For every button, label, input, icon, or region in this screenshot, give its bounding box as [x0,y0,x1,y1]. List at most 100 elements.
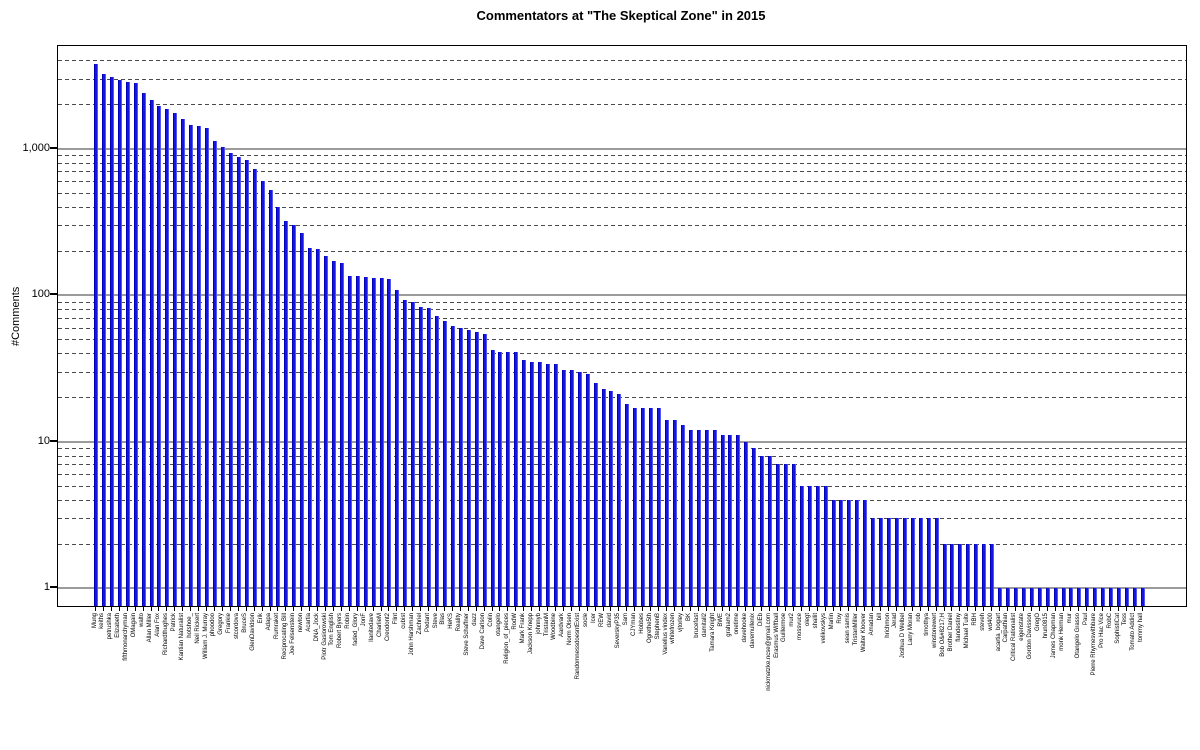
x-axis-tick-label: Walter Kloover [860,613,867,653]
x-axis-tick [150,607,152,611]
x-axis-tick [475,607,477,611]
x-axis-tick-label: Erik [258,613,264,624]
x-axis-tick [800,607,802,611]
gridline-minor [58,455,1186,457]
x-axis-tick-label: BWE [718,613,724,627]
x-axis-tick-label: Norm Olsen [567,613,574,646]
bar [1061,588,1066,606]
x-axis-tick-label: Richardthughes [162,613,169,656]
x-axis-tick-label: sean samis [844,613,851,644]
x-axis-tick [380,607,382,611]
bar [887,518,891,606]
x-axis-tick-label: Rumraket [273,613,280,640]
x-axis-tick [983,607,985,611]
bar [712,429,717,606]
gridline-minor [58,499,1186,501]
x-axis-tick-label: Robin [345,613,352,629]
x-axis-tick-label: velikovskys [821,613,828,644]
x-axis-tick-label: Colin [488,613,494,627]
bar [133,83,138,606]
x-axis-tick [903,607,905,611]
x-axis-tick-label: flandestiny [955,613,962,642]
gridline-minor [58,162,1186,164]
gridline-minor [58,518,1186,520]
x-axis-tick [642,607,644,611]
x-axis-tick [221,607,223,611]
x-axis-tick [721,607,723,611]
y-axis-tick-label: 10 [37,434,50,447]
bar [347,275,352,606]
bar [879,518,884,606]
x-axis-tick-label: fifthmonarchyman [123,613,130,661]
x-axis-tick-label: Mark Frank [519,613,526,644]
bar [284,221,289,606]
y-axis-tick-label: 100 [31,288,50,300]
x-axis-tick-label: Tom English [329,613,336,646]
x-axis-tick [404,607,406,611]
chart-title: Commentators at "The Skeptical Zone" in … [476,8,766,23]
x-axis-tick-label: onetime [733,613,740,635]
gridline-minor [58,397,1186,399]
y-axis-tick [50,439,57,442]
gridline-minor [58,448,1186,450]
x-axis-tick [412,607,414,611]
bar [292,225,297,606]
x-axis-tick-label: Bob O&#8217;H [940,613,946,657]
x-axis-tick-label: nickmatzke.ncse@gmail.com [765,613,772,691]
x-axis-tick-label: Jerad [892,613,899,629]
bar [403,300,408,606]
bar [1021,588,1026,606]
x-axis-tick [959,607,961,611]
x-axis-tick-label: whitefrozen [670,613,677,644]
x-axis-tick-label: Guillermoe [781,613,788,643]
x-axis-tick-label: Roy [836,613,843,624]
x-axis-tick-label: david [606,613,613,628]
x-axis-tick-label: davehooke [741,613,748,643]
x-axis-tick [602,607,604,611]
bar [585,373,590,606]
bar [958,543,963,606]
x-axis-tick [991,607,993,611]
bar [1005,588,1010,606]
gridline-minor [58,543,1186,545]
x-axis-tick-label: Zachriel [416,613,423,635]
x-axis-tick-label: stcordova [234,613,241,640]
gridline-minor [58,339,1186,341]
bar [760,455,765,606]
x-axis-tick [356,607,358,611]
bar [966,543,971,606]
x-axis-tick-label: Jackson Knepp [527,613,534,655]
x-axis-tick-label: Vanellus vindex [662,613,669,655]
x-axis-tick [134,607,136,611]
x-axis-tick [919,607,921,611]
x-axis-tick [697,607,699,611]
x-axis-tick [388,607,390,611]
x-axis-tick [1102,607,1104,611]
x-axis-tick-label: hrun0815 [1043,613,1050,639]
bar [871,518,876,606]
bar [831,499,836,606]
x-axis-tick [943,607,945,611]
x-axis-tick-label: faded_Glory [353,613,360,646]
bar [355,276,360,606]
bar [720,435,725,606]
x-axis-tick [562,607,564,611]
x-axis-tick-label: John Harshman [408,613,415,656]
x-axis-tick-label: Alan Fox [154,613,161,637]
bar [252,169,257,606]
x-axis-tick-label: Allan Miller [147,613,153,643]
bar [752,448,757,606]
x-axis-tick-label: otangelo [495,613,502,637]
gridline-major [58,147,1186,150]
x-axis-tick [895,607,897,611]
bar [220,146,225,606]
bar [427,307,432,606]
bar [696,429,701,606]
x-axis-tick-label: Elizabeth [115,613,122,638]
x-axis-tick-label: Religion_of_pieces [503,613,510,664]
x-axis-tick-label: Pro Hac Vice [1098,613,1105,648]
x-axis-tick-label: hotshoe_ [186,613,193,638]
bar [157,106,162,606]
x-axis-tick [872,607,874,611]
x-axis-tick-label: Joshua D Welbel [900,613,907,659]
